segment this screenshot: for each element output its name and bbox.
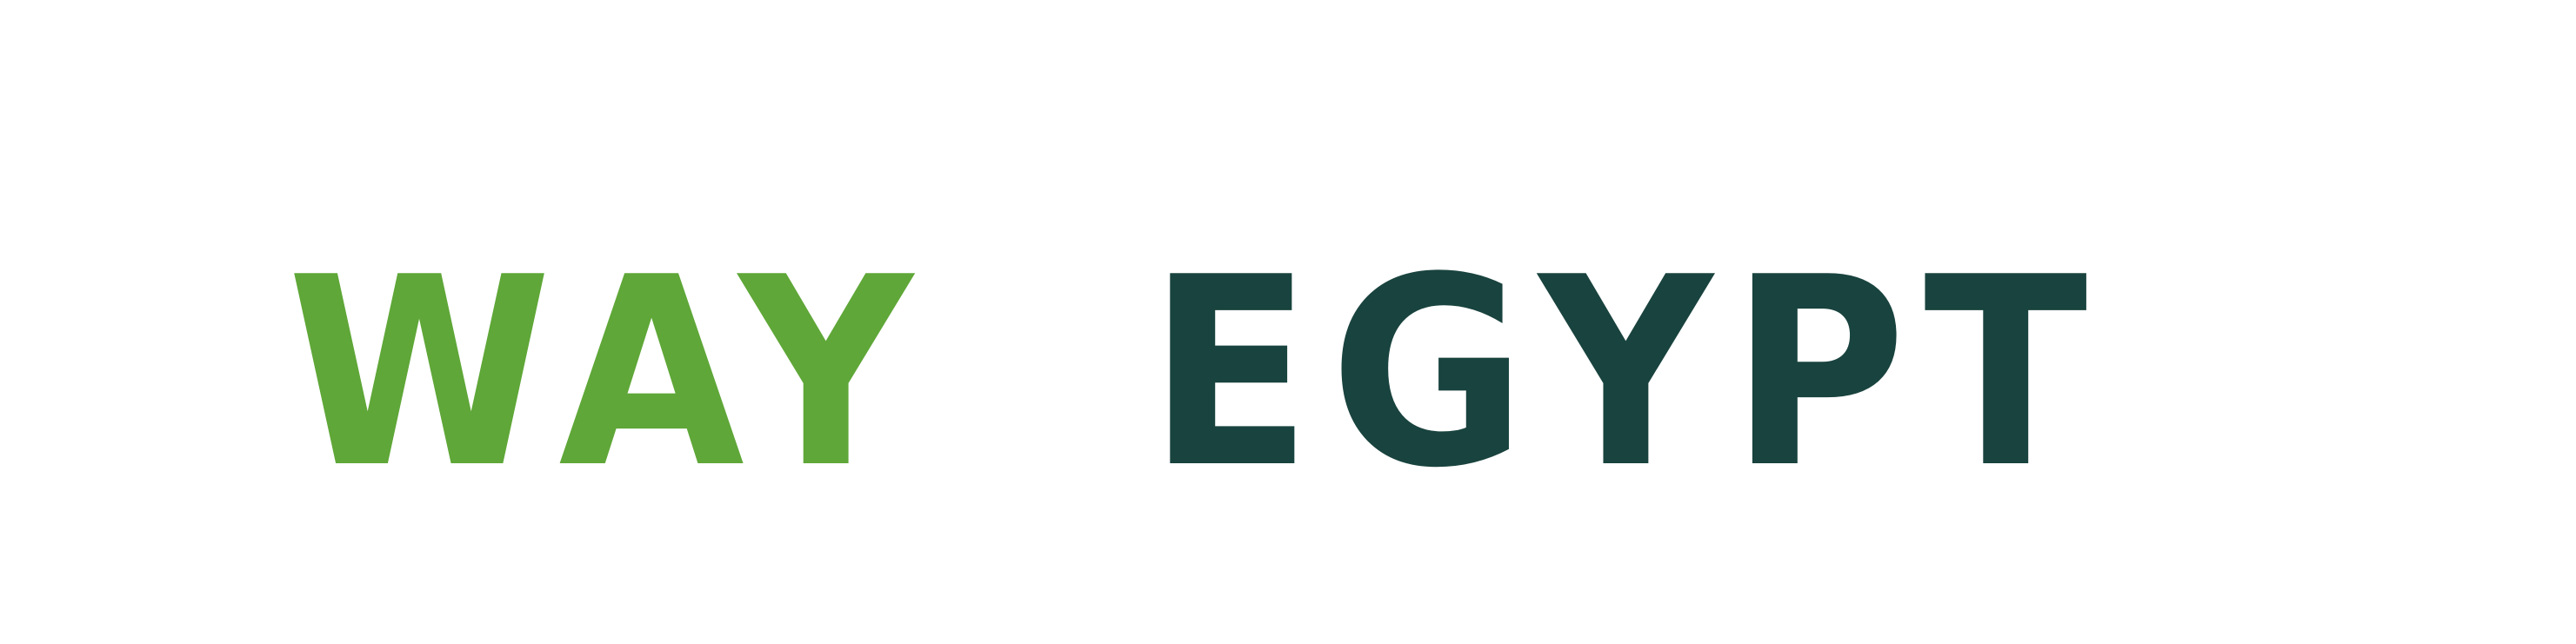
logo-word-way: WAY xyxy=(287,222,931,525)
brand-logo: WAY EGYPT xyxy=(287,222,2087,525)
logo-word-egypt: EGYPT xyxy=(1148,222,2106,525)
